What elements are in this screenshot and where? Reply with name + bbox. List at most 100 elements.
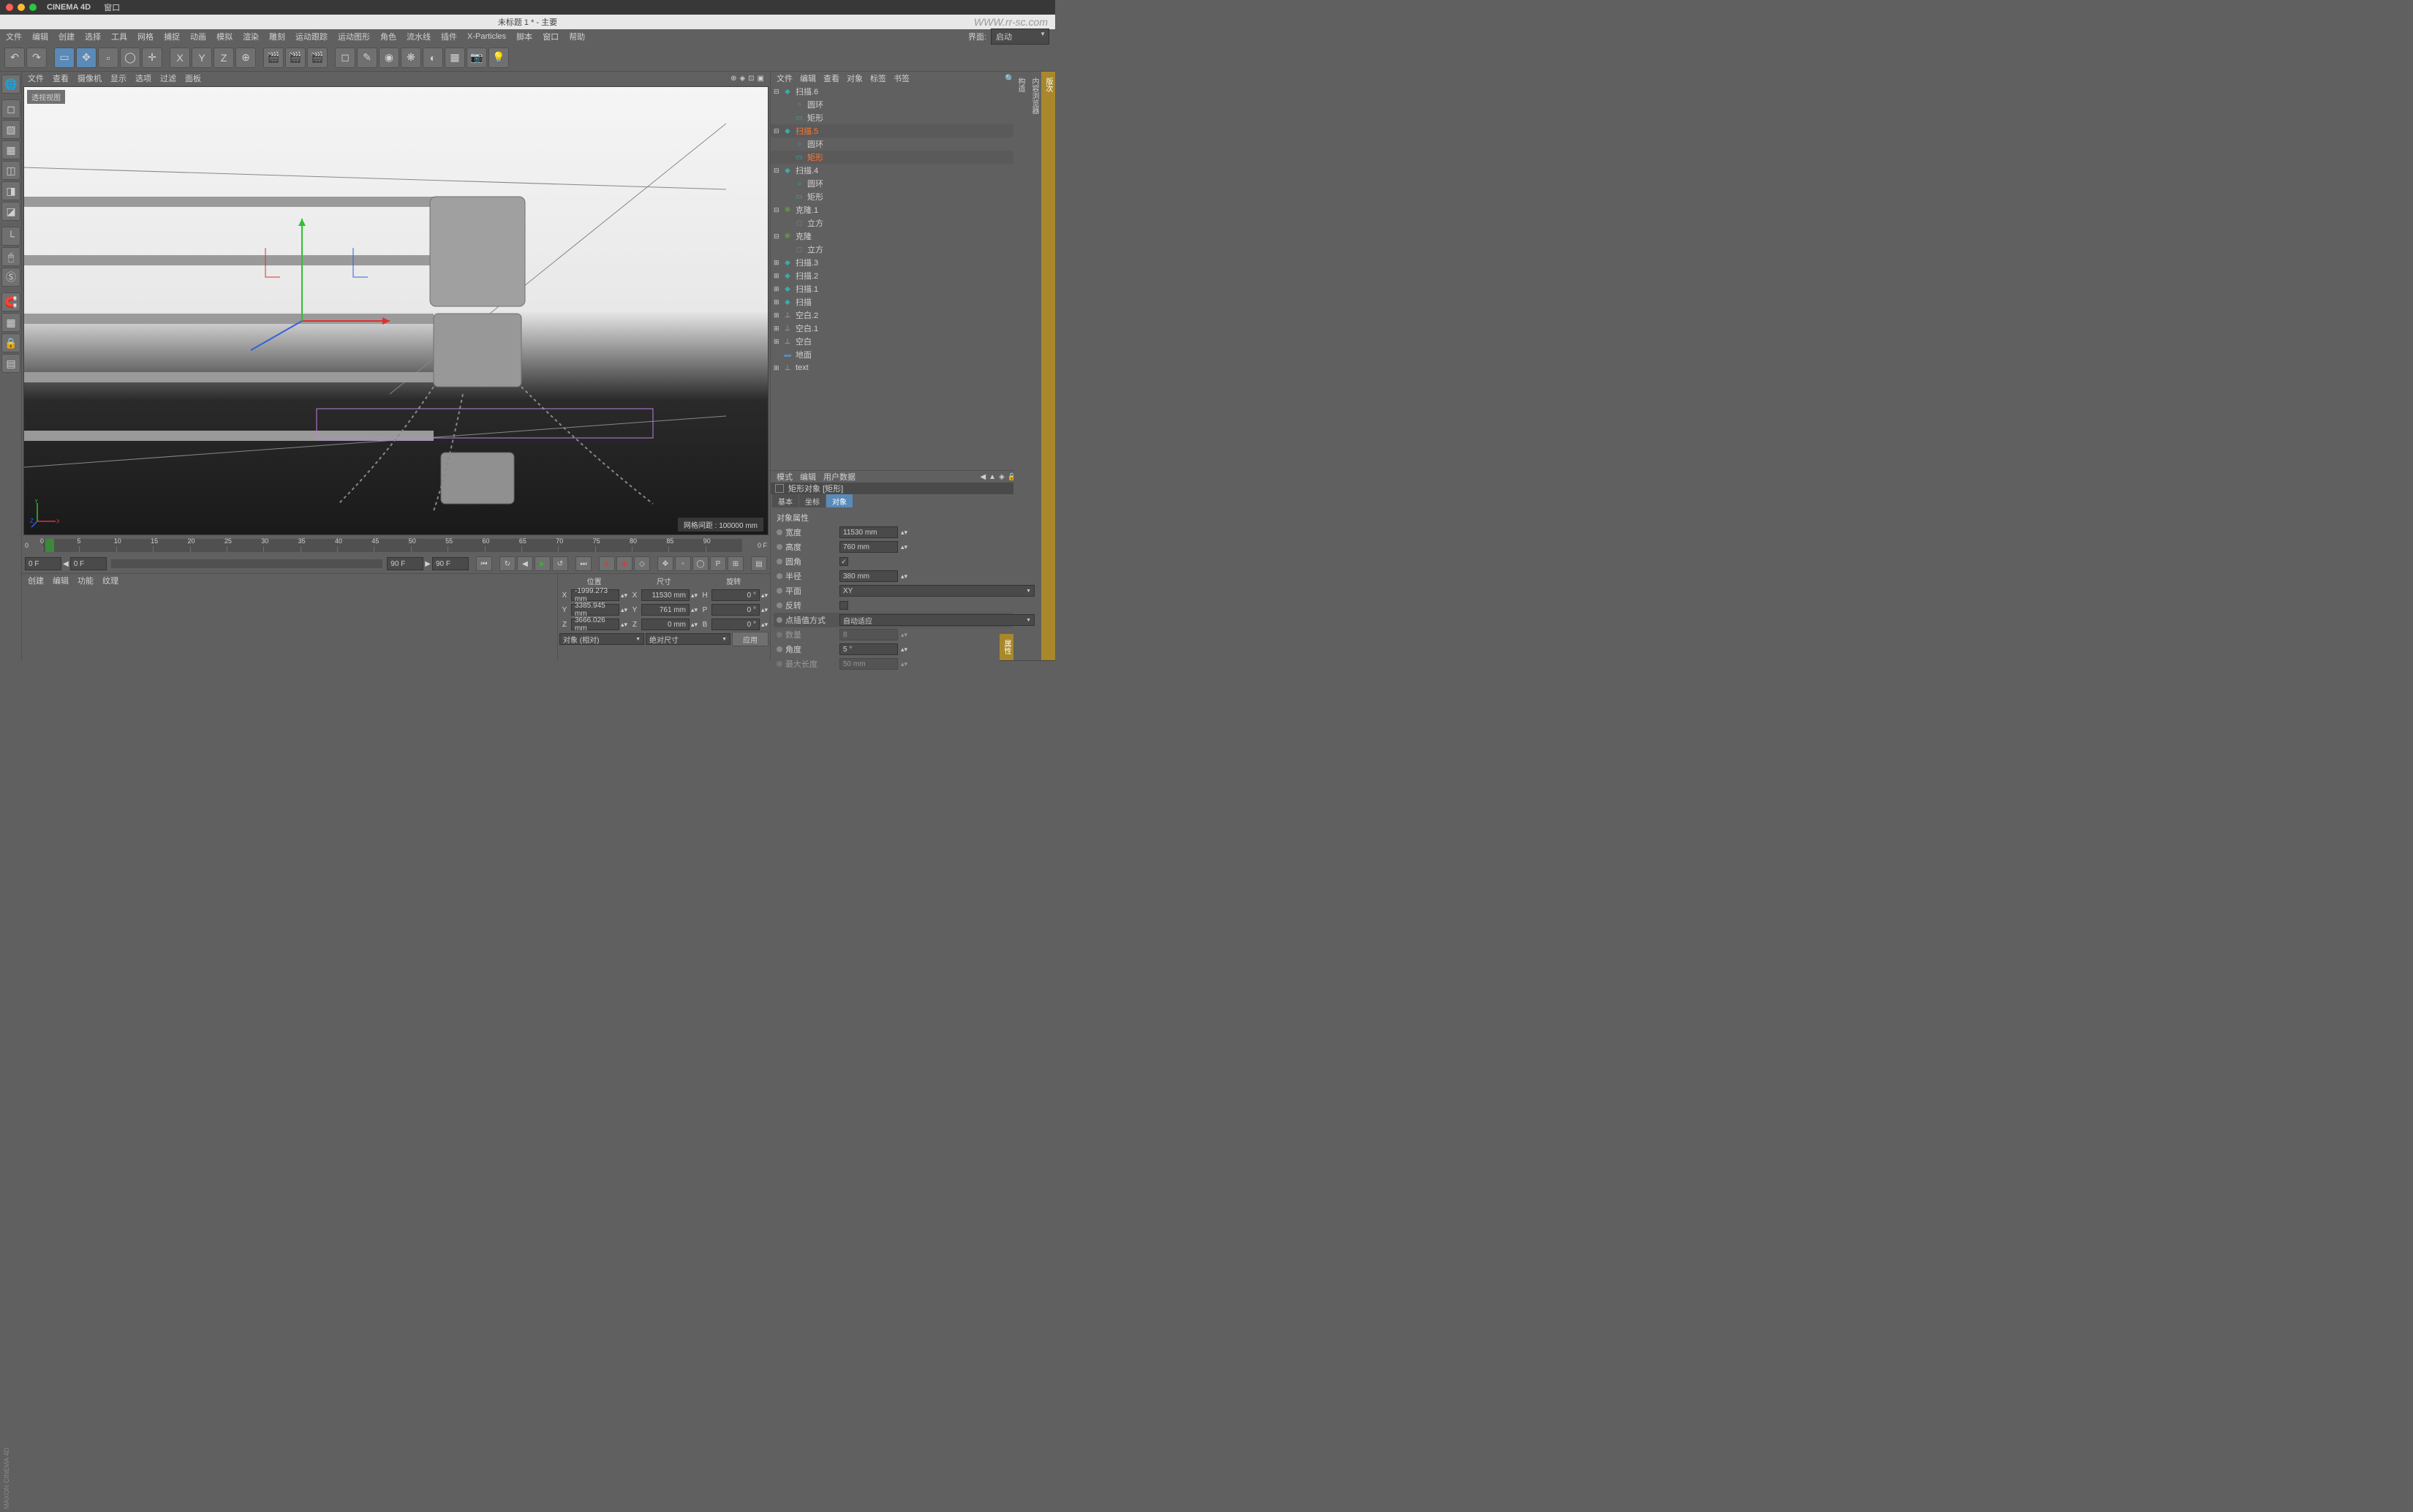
close-dot[interactable] xyxy=(6,4,13,11)
attr-field-高度[interactable]: 760 mm xyxy=(839,541,898,553)
tree-row-扫描.4[interactable]: ⊟◆扫描.4✓ xyxy=(771,164,1041,177)
spline-button[interactable]: ✎ xyxy=(357,48,377,68)
key-opt-button[interactable]: ▤ xyxy=(751,556,767,571)
tree-row-扫描.6[interactable]: ⊟◆扫描.6✓ xyxy=(771,85,1041,98)
tree-row-地面[interactable]: ▬地面✓ xyxy=(771,348,1041,361)
menu-捕捉[interactable]: 捕捉 xyxy=(164,31,180,42)
key-rot-button[interactable]: ◯ xyxy=(692,556,709,571)
menu-角色[interactable]: 角色 xyxy=(380,31,396,42)
cube-primitive-button[interactable]: ◻ xyxy=(335,48,355,68)
vp-nav-icon[interactable]: ▣ xyxy=(758,75,764,83)
start-frame-field[interactable] xyxy=(70,557,107,570)
interface-dropdown[interactable]: 启动 xyxy=(991,29,1049,45)
vtab-1[interactable]: 版次 xyxy=(1041,72,1055,661)
grid-snap-button[interactable]: ▦ xyxy=(1,313,20,332)
menu-插件[interactable]: 插件 xyxy=(441,31,457,42)
mat-menu-编辑[interactable]: 编辑 xyxy=(53,575,69,586)
vp-menu-显示[interactable]: 显示 xyxy=(110,72,126,84)
menu-模拟[interactable]: 模拟 xyxy=(216,31,233,42)
play-button[interactable]: ▶ xyxy=(535,556,551,571)
interp-dropdown[interactable]: 自动适应 xyxy=(839,614,1035,626)
environment-button[interactable]: ▦ xyxy=(445,48,465,68)
expand-icon[interactable]: ⊟ xyxy=(774,167,781,175)
tree-row-立方[interactable]: ◻立方✓ xyxy=(771,216,1041,230)
menu-雕刻[interactable]: 雕刻 xyxy=(269,31,285,42)
expand-icon[interactable]: ⊞ xyxy=(774,338,781,346)
rot-B[interactable]: 0 ° xyxy=(711,619,760,630)
attr-back-icon[interactable]: ◀ xyxy=(980,473,986,481)
mograph-button[interactable]: ❋ xyxy=(401,48,421,68)
attr-menu-模式[interactable]: 模式 xyxy=(777,471,793,483)
obj-menu-标签[interactable]: 标签 xyxy=(870,72,886,84)
tree-row-克隆.1[interactable]: ⊟❋克隆.1✓ xyxy=(771,203,1041,216)
workplane-mode[interactable]: ▦ xyxy=(1,140,20,159)
attr-field-角度[interactable]: 5 ° xyxy=(839,643,898,655)
obj-menu-查看[interactable]: 查看 xyxy=(823,72,839,84)
autokey-button[interactable]: ◉ xyxy=(616,556,632,571)
expand-icon[interactable]: ⊞ xyxy=(774,325,781,333)
workplane-button[interactable]: ▤ xyxy=(1,354,20,373)
end-frame-field2[interactable] xyxy=(432,557,469,570)
menu-工具[interactable]: 工具 xyxy=(111,31,127,42)
menu-流水线[interactable]: 流水线 xyxy=(407,31,431,42)
vp-menu-面板[interactable]: 面板 xyxy=(185,72,201,84)
z-axis-button[interactable]: Z xyxy=(214,48,234,68)
pos-X[interactable]: -1999.273 mm xyxy=(571,589,619,601)
obj-menu-书签[interactable]: 书签 xyxy=(894,72,910,84)
goto-start-button[interactable]: ⏮ xyxy=(476,556,492,571)
tree-row-圆环[interactable]: ○圆环✓ xyxy=(771,137,1041,151)
goto-end-button[interactable]: ⏭ xyxy=(575,556,592,571)
current-frame-field[interactable] xyxy=(25,557,61,570)
poly-mode[interactable]: ◪ xyxy=(1,202,20,221)
attr-check-反转[interactable] xyxy=(839,601,848,610)
move-tool[interactable]: ✥ xyxy=(76,48,97,68)
attr-tab-坐标[interactable]: 坐标 xyxy=(799,494,826,507)
mat-menu-纹理[interactable]: 纹理 xyxy=(102,575,118,586)
mat-menu-创建[interactable]: 创建 xyxy=(28,575,44,586)
expand-icon[interactable]: ⊟ xyxy=(774,206,781,214)
y-axis-button[interactable]: Y xyxy=(192,48,212,68)
attr-field-宽度[interactable]: 11530 mm xyxy=(839,526,898,538)
rot-P[interactable]: 0 ° xyxy=(711,604,760,616)
expand-icon[interactable]: ⊟ xyxy=(774,127,781,135)
attr-drop-平面[interactable]: XY xyxy=(839,585,1035,597)
menu-运动跟踪[interactable]: 运动跟踪 xyxy=(295,31,328,42)
tree-row-矩形[interactable]: ▭矩形✓ xyxy=(771,151,1041,164)
record-button[interactable]: ● xyxy=(599,556,615,571)
obj-menu-文件[interactable]: 文件 xyxy=(777,72,793,84)
pos-Z[interactable]: 3666.026 mm xyxy=(571,619,619,630)
attr-nav-icon[interactable]: ◈ xyxy=(999,473,1005,481)
generator-button[interactable]: ◉ xyxy=(379,48,399,68)
tree-row-扫描[interactable]: ⊞◆扫描✓ xyxy=(771,295,1041,309)
attr-menu-编辑[interactable]: 编辑 xyxy=(800,471,816,483)
lock-button[interactable]: 🔒 xyxy=(1,333,20,352)
menu-渲染[interactable]: 渲染 xyxy=(243,31,259,42)
size-Y[interactable]: 761 mm xyxy=(641,604,690,616)
vp-menu-文件[interactable]: 文件 xyxy=(28,72,44,84)
timeline[interactable]: 0 051015202530354045505560657075808590 0… xyxy=(22,537,770,554)
obj-menu-对象[interactable]: 对象 xyxy=(847,72,863,84)
tweak-mode[interactable]: 🖱 xyxy=(1,247,20,266)
x-axis-button[interactable]: X xyxy=(170,48,190,68)
expand-icon[interactable]: ⊞ xyxy=(774,364,781,372)
tree-row-矩形[interactable]: ▭矩形✓ xyxy=(771,111,1041,124)
expand-icon[interactable]: ⊞ xyxy=(774,272,781,280)
tree-row-圆环[interactable]: ○圆环✓ xyxy=(771,177,1041,190)
tree-row-扫描.5[interactable]: ⊟◆扫描.5✓ xyxy=(771,124,1041,137)
vp-menu-查看[interactable]: 查看 xyxy=(53,72,69,84)
menu-选择[interactable]: 选择 xyxy=(85,31,101,42)
key-pos-button[interactable]: ✥ xyxy=(657,556,673,571)
expand-icon[interactable]: ⊞ xyxy=(774,259,781,267)
attr-tab-基本[interactable]: 基本 xyxy=(772,494,798,507)
mat-menu-功能[interactable]: 功能 xyxy=(78,575,94,586)
expand-icon[interactable]: ⊞ xyxy=(774,285,781,293)
tree-row-空白[interactable]: ⊞⊥空白✓ xyxy=(771,335,1041,348)
menu-窗口[interactable]: 窗口 xyxy=(543,31,559,42)
select-tool[interactable]: ▭ xyxy=(54,48,75,68)
end-frame-field[interactable] xyxy=(387,557,423,570)
render-settings-button[interactable]: 🎬 xyxy=(307,48,328,68)
tree-row-扫描.2[interactable]: ⊞◆扫描.2✓ xyxy=(771,269,1041,282)
obj-menu-编辑[interactable]: 编辑 xyxy=(800,72,816,84)
attr-field-半径[interactable]: 380 mm xyxy=(839,570,898,582)
attr-field-数量[interactable]: 8 xyxy=(839,629,898,640)
